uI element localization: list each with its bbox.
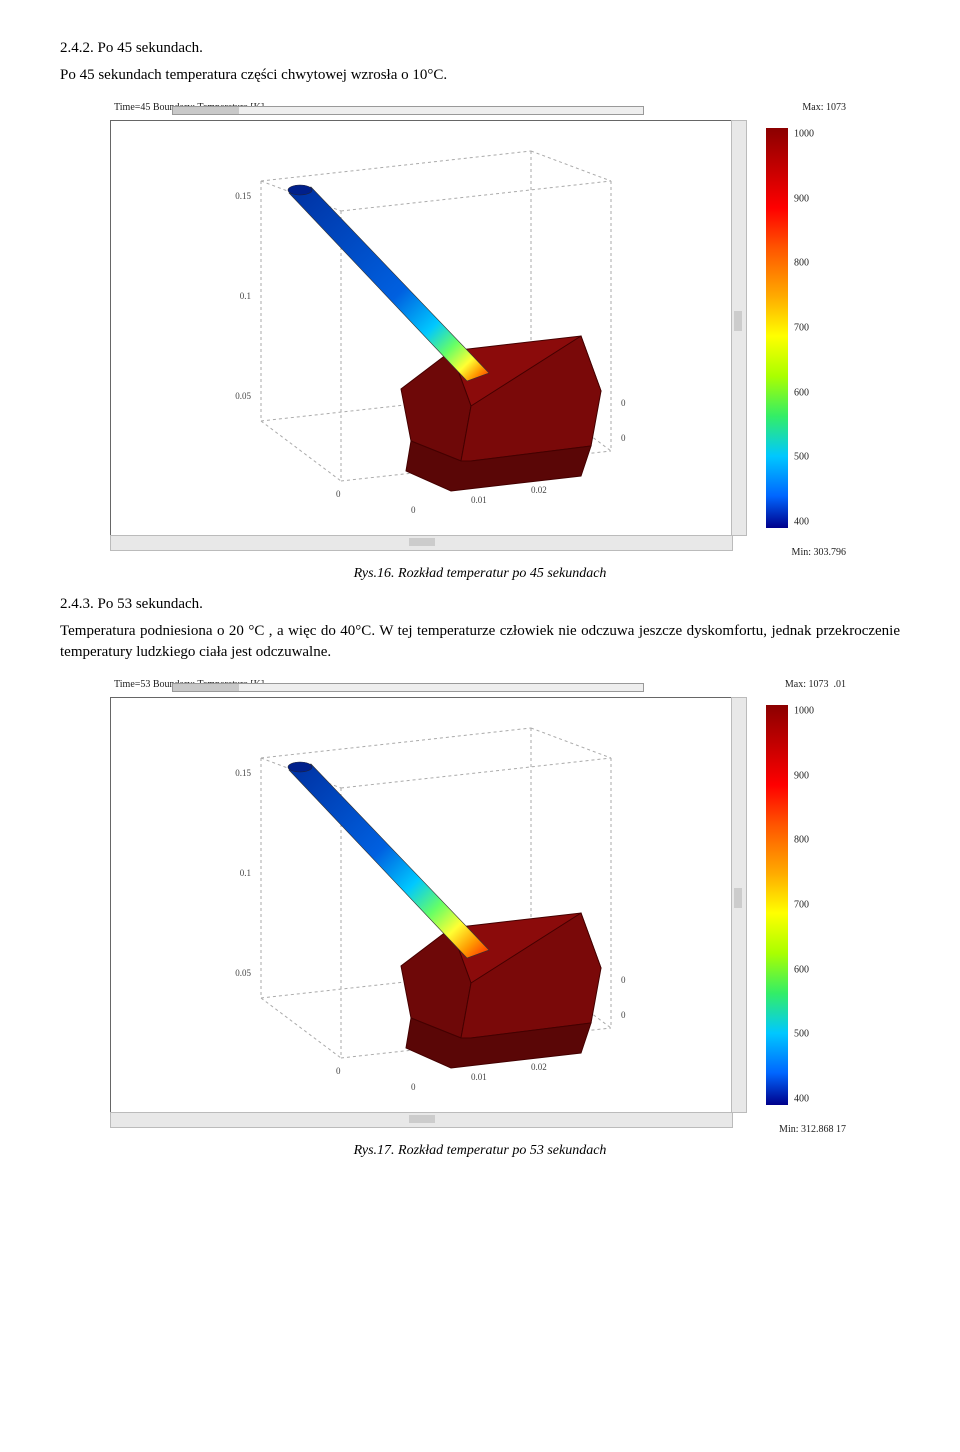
colorbar-tick: 1000 bbox=[794, 706, 814, 717]
colorbar: 1000 900 800 700 600 500 400 bbox=[766, 120, 850, 540]
plot-3d: 0.15 0.1 0.05 0 0.01 0.02 0 0 0 bbox=[110, 697, 732, 1113]
colorbar-tick: 600 bbox=[794, 387, 809, 398]
hammer-handle bbox=[288, 762, 489, 958]
colorbar-tick: 600 bbox=[794, 964, 809, 975]
colorbar-tick: 400 bbox=[794, 517, 809, 528]
horizontal-scrollbar[interactable] bbox=[110, 1112, 733, 1128]
svg-text:0.05: 0.05 bbox=[235, 968, 251, 978]
plot-3d: 0.15 0.1 0.05 0 0.01 0.02 0 0 0 bbox=[110, 120, 732, 536]
hammer-handle bbox=[288, 185, 489, 381]
colorbar-tick: 700 bbox=[794, 323, 809, 334]
svg-text:0.05: 0.05 bbox=[235, 391, 251, 401]
section-para: Temperatura podniesiona o 20 °C , a więc… bbox=[60, 621, 900, 663]
figure-caption: Rys.16. Rozkład temperatur po 45 sekunda… bbox=[60, 566, 900, 582]
svg-text:0.02: 0.02 bbox=[531, 485, 547, 495]
vertical-scrollbar[interactable] bbox=[731, 697, 747, 1113]
time-slider[interactable] bbox=[172, 683, 644, 692]
section-heading: 2.4.3. Po 53 sekundach. bbox=[60, 596, 900, 613]
plot-topbar: Time=53 Boundary: Temperature [K] Max: 1… bbox=[110, 677, 850, 695]
colorbar-min: Min: 312.868 17 bbox=[779, 1124, 846, 1135]
colorbar-min: Min: 303.796 bbox=[792, 547, 846, 558]
colorbar-tick: 800 bbox=[794, 835, 809, 846]
colorbar-tick: 1000 bbox=[794, 129, 814, 140]
svg-text:0: 0 bbox=[411, 1082, 416, 1092]
svg-text:0.15: 0.15 bbox=[235, 191, 251, 201]
svg-text:0.01: 0.01 bbox=[471, 1072, 487, 1082]
colorbar-tick: 900 bbox=[794, 193, 809, 204]
plot-topbar: Time=45 Boundary: Temperature [K] Max: 1… bbox=[110, 100, 850, 118]
figure-17: Time=53 Boundary: Temperature [K] Max: 1… bbox=[60, 677, 900, 1137]
svg-text:0: 0 bbox=[336, 1066, 341, 1076]
colorbar-tick: 500 bbox=[794, 452, 809, 463]
svg-text:0: 0 bbox=[411, 505, 416, 515]
colorbar-max: Max: 1073 bbox=[802, 102, 846, 113]
colorbar-tick: 700 bbox=[794, 900, 809, 911]
colorbar-max: Max: 1073 .01 bbox=[785, 679, 846, 690]
colorbar-tick: 500 bbox=[794, 1029, 809, 1040]
section-heading: 2.4.2. Po 45 sekundach. bbox=[60, 40, 900, 57]
svg-text:0: 0 bbox=[621, 1010, 626, 1020]
hammer-head bbox=[401, 336, 601, 491]
svg-text:0.1: 0.1 bbox=[240, 868, 251, 878]
horizontal-scrollbar[interactable] bbox=[110, 535, 733, 551]
section-para: Po 45 sekundach temperatura części chwyt… bbox=[60, 65, 900, 86]
colorbar-tick: 900 bbox=[794, 770, 809, 781]
colorbar-tick: 400 bbox=[794, 1094, 809, 1105]
figure-caption: Rys.17. Rozkład temperatur po 53 sekunda… bbox=[60, 1143, 900, 1159]
svg-text:0: 0 bbox=[621, 398, 626, 408]
vertical-scrollbar[interactable] bbox=[731, 120, 747, 536]
figure-16: Time=45 Boundary: Temperature [K] Max: 1… bbox=[60, 100, 900, 560]
svg-text:0.01: 0.01 bbox=[471, 495, 487, 505]
time-slider[interactable] bbox=[172, 106, 644, 115]
hammer-head bbox=[401, 913, 601, 1068]
colorbar-tick: 800 bbox=[794, 258, 809, 269]
svg-text:0.1: 0.1 bbox=[240, 291, 251, 301]
svg-text:0.15: 0.15 bbox=[235, 768, 251, 778]
svg-text:0.02: 0.02 bbox=[531, 1062, 547, 1072]
colorbar: 1000 900 800 700 600 500 400 bbox=[766, 697, 850, 1117]
svg-text:0: 0 bbox=[621, 433, 626, 443]
svg-text:0: 0 bbox=[336, 489, 341, 499]
svg-text:0: 0 bbox=[621, 975, 626, 985]
